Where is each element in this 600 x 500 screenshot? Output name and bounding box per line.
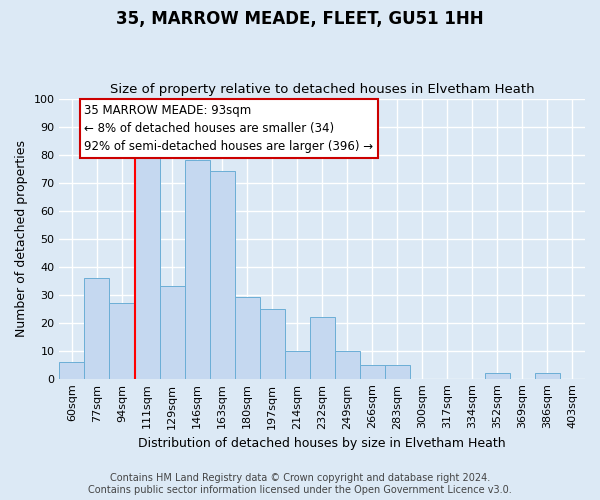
Bar	[535, 373, 560, 378]
Bar	[59, 362, 85, 378]
Bar	[209, 172, 235, 378]
Bar	[160, 286, 185, 378]
Bar	[485, 373, 510, 378]
Bar	[85, 278, 109, 378]
Bar	[310, 317, 335, 378]
Bar	[109, 303, 134, 378]
Text: 35 MARROW MEADE: 93sqm
← 8% of detached houses are smaller (34)
92% of semi-deta: 35 MARROW MEADE: 93sqm ← 8% of detached …	[85, 104, 374, 153]
Y-axis label: Number of detached properties: Number of detached properties	[15, 140, 28, 337]
Bar	[284, 350, 310, 378]
Bar	[185, 160, 209, 378]
Bar	[235, 298, 260, 378]
Bar	[385, 364, 410, 378]
Bar	[260, 308, 284, 378]
Bar	[360, 364, 385, 378]
X-axis label: Distribution of detached houses by size in Elvetham Heath: Distribution of detached houses by size …	[139, 437, 506, 450]
Text: 35, MARROW MEADE, FLEET, GU51 1HH: 35, MARROW MEADE, FLEET, GU51 1HH	[116, 10, 484, 28]
Title: Size of property relative to detached houses in Elvetham Heath: Size of property relative to detached ho…	[110, 83, 535, 96]
Bar	[134, 154, 160, 378]
Bar	[335, 350, 360, 378]
Text: Contains HM Land Registry data © Crown copyright and database right 2024.
Contai: Contains HM Land Registry data © Crown c…	[88, 474, 512, 495]
